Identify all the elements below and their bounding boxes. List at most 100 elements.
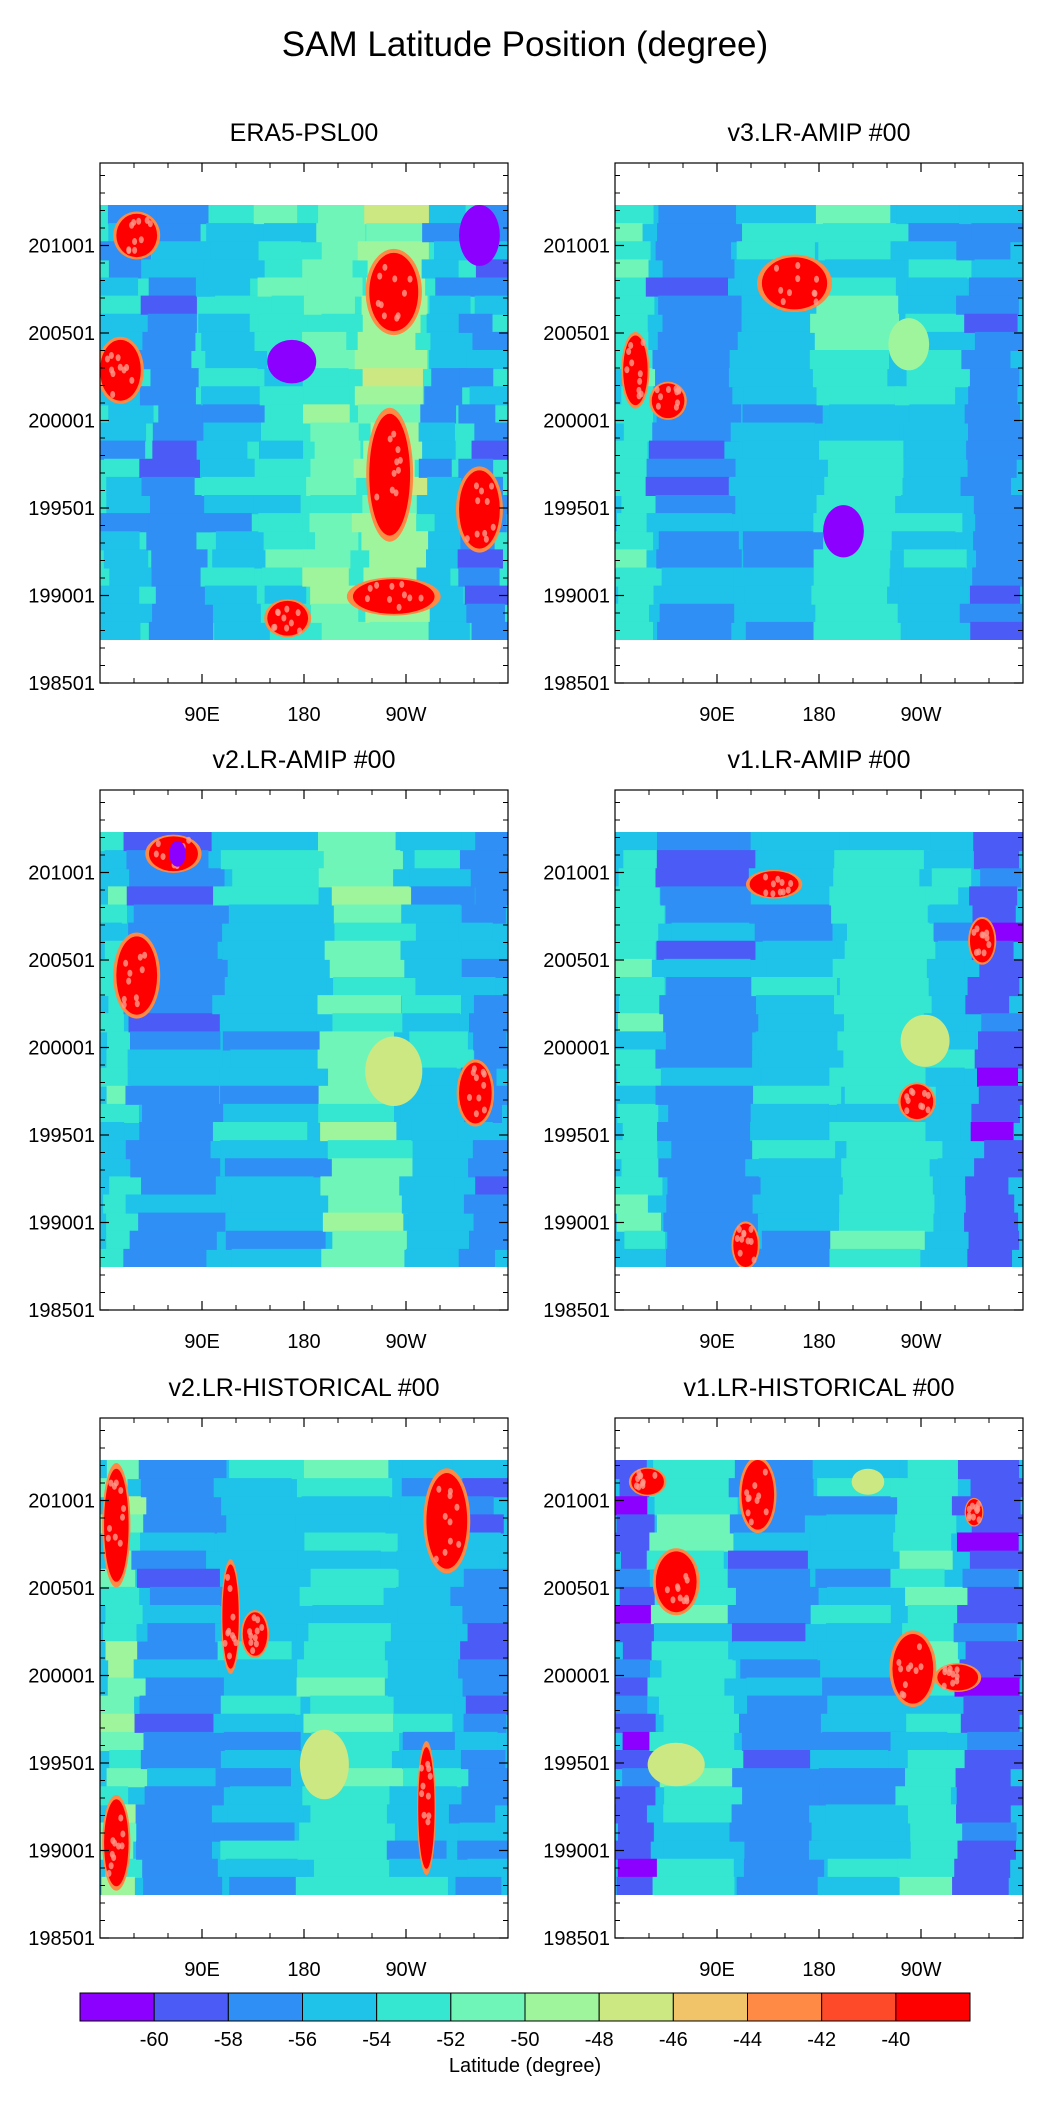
contour-band (421, 259, 459, 279)
contour-band (746, 1677, 828, 1697)
contour-speckle (374, 493, 380, 501)
colorbar-swatch (672, 1992, 748, 2022)
contour-band (402, 1750, 471, 1770)
contour-speckle (974, 1507, 980, 1515)
contour-band (473, 1212, 508, 1232)
contour-band (615, 1659, 650, 1679)
contour-speckle (109, 366, 115, 374)
x-tick-label: 90E (699, 704, 735, 726)
contour-band (130, 1031, 221, 1051)
contour-band (299, 1586, 384, 1606)
contour-field (615, 1460, 1023, 1895)
contour-speckle (950, 1679, 956, 1687)
contour-speckle (121, 366, 127, 374)
contour-band (813, 621, 901, 640)
contour-band (621, 1248, 678, 1267)
contour-band (311, 603, 359, 623)
contour-band (310, 1804, 402, 1824)
contour-speckle (665, 385, 671, 393)
contour-speckle (142, 951, 148, 959)
contour-band (458, 567, 500, 587)
contour-band (329, 958, 419, 978)
contour-band (750, 1103, 829, 1123)
contour-band (212, 603, 277, 623)
contour-band (833, 868, 920, 888)
contour-band (898, 585, 969, 605)
contour-band (420, 404, 457, 424)
contour-band (750, 1122, 829, 1142)
colorbar-swatch (598, 1992, 674, 2022)
contour-band (615, 549, 647, 569)
contour-band (661, 1659, 736, 1679)
contour-band (142, 1858, 218, 1878)
contour-band (196, 440, 248, 460)
contour-band (925, 1067, 965, 1087)
contour-band (615, 1085, 664, 1105)
contour-band (755, 1248, 842, 1267)
contour-band (824, 259, 905, 279)
contour-band (200, 567, 255, 587)
colorbar-tick-label: -46 (659, 2029, 688, 2051)
contour-speckle (734, 1235, 740, 1243)
contour-band (615, 567, 662, 587)
contour-band (808, 1840, 886, 1860)
contour-band (427, 476, 465, 496)
contour-blob (352, 579, 435, 614)
contour-band (738, 603, 814, 623)
contour-band (656, 940, 756, 960)
contour-band (615, 241, 651, 261)
contour-band (472, 331, 508, 351)
contour-band (818, 241, 904, 261)
contour-band (354, 386, 423, 406)
contour-band (215, 531, 267, 551)
contour-band (615, 1713, 656, 1733)
contour-speckle (795, 275, 801, 283)
contour-band (957, 1840, 1016, 1860)
contour-band (645, 476, 729, 496)
contour-band (459, 368, 494, 388)
contour-speckle (418, 594, 424, 602)
contour-band (930, 832, 971, 852)
contour-band (747, 1695, 836, 1715)
contour-band (970, 621, 1023, 640)
contour-band (754, 922, 833, 942)
contour-band (829, 1122, 931, 1142)
contour-field (615, 205, 1023, 640)
contour-band (303, 295, 355, 315)
contour-band (903, 422, 969, 442)
contour-band (959, 603, 1023, 623)
contour-band (100, 1103, 139, 1123)
contour-speckle (382, 263, 388, 271)
y-tick-label: 198501 (28, 673, 95, 695)
contour-band (231, 1194, 333, 1214)
contour-speckle (426, 1812, 432, 1820)
contour-speckle (762, 1468, 768, 1476)
contour-band (263, 531, 308, 551)
contour-band (815, 1568, 898, 1588)
x-tick-label: 90E (184, 704, 220, 726)
contour-band (198, 313, 250, 333)
contour-band (155, 585, 211, 605)
contour-speckle (121, 1001, 127, 1009)
panel-3: v2.LR-AMIP #00 198501 199001 199501 200001 20… (28, 746, 509, 1353)
contour-band (758, 1049, 847, 1069)
contour-band (452, 1460, 506, 1480)
contour-band (615, 205, 654, 225)
contour-speckle (395, 446, 401, 454)
contour-band (321, 241, 367, 261)
contour-speckle (401, 591, 407, 599)
contour-band (903, 549, 967, 569)
contour-band (954, 1858, 1011, 1878)
contour-band (393, 1695, 455, 1715)
contour-band (824, 1822, 907, 1842)
contour-band (896, 205, 960, 225)
contour-speckle (473, 1074, 479, 1082)
contour-band (469, 1230, 508, 1250)
contour-band (966, 440, 1023, 460)
panel-4: v1.LR-AMIP #00 198501 199001 199501 200001 20… (543, 746, 1024, 1353)
x-tick-label: 90W (900, 1331, 941, 1353)
contour-band (215, 1768, 292, 1788)
contour-band (615, 1804, 647, 1824)
contour-band (976, 549, 1023, 569)
contour-band (618, 585, 664, 605)
